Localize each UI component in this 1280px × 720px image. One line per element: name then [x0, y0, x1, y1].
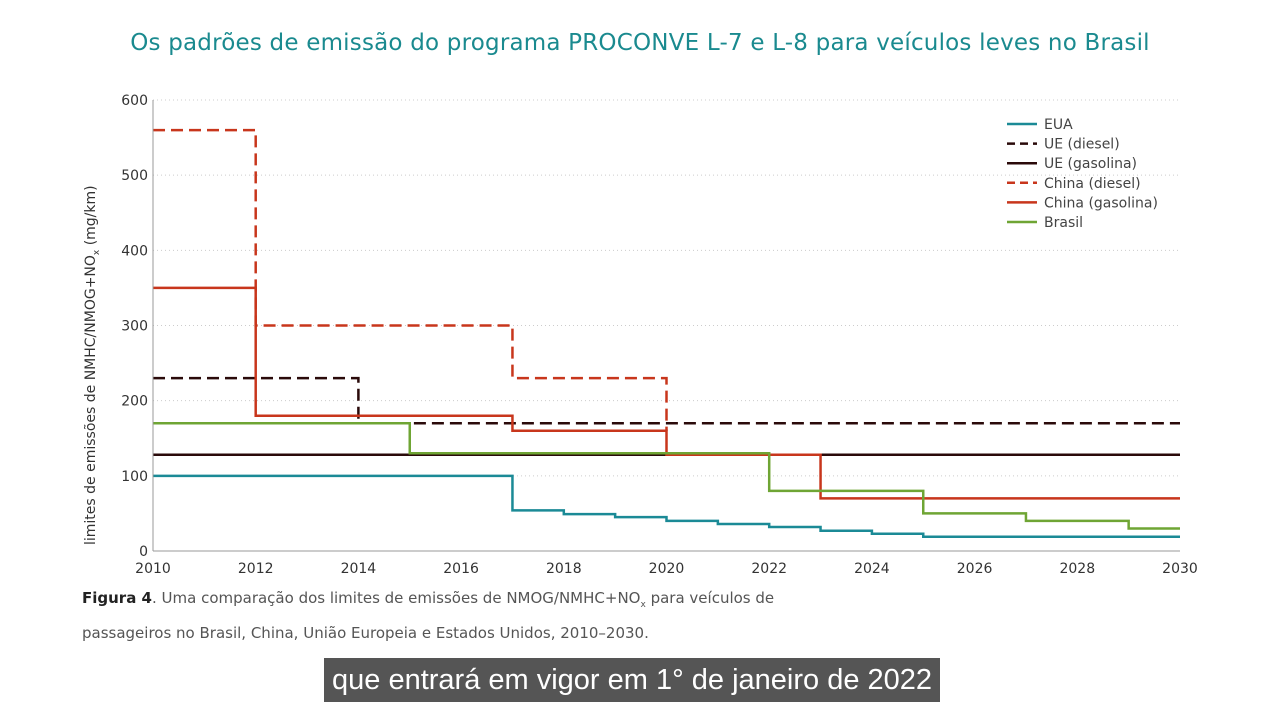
y-tick-label: 100 — [121, 469, 148, 485]
caption-subscript: x — [640, 600, 646, 610]
legend-label: UE (diesel) — [1044, 137, 1120, 153]
x-tick-label: 2010 — [135, 561, 171, 577]
legend-label: EUA — [1044, 117, 1073, 133]
y-tick-label: 200 — [121, 394, 148, 410]
x-tick-label: 2018 — [546, 561, 582, 577]
series-line-china-gasolina- — [153, 286, 1180, 500]
caption-label: Figura 4 — [82, 589, 152, 607]
x-tick-label: 2026 — [957, 561, 993, 577]
x-tick-label: 2020 — [649, 561, 685, 577]
x-tick-label: 2016 — [443, 561, 479, 577]
figure-caption: Figura 4. Uma comparação dos limites de … — [82, 584, 862, 647]
series-line-eua — [153, 474, 1180, 538]
y-axis-label: limites de emissões de NMHC/NMOG+NOx (mg… — [83, 185, 102, 545]
legend-label: China (gasolina) — [1044, 195, 1158, 211]
y-tick-label: 600 — [121, 93, 148, 109]
y-label-subscript: x — [92, 249, 102, 255]
legend: EUA UE (diesel) UE (gasolina) China (diesel… — [1007, 117, 1158, 231]
page-title: Os padrões de emissão do programa PROCON… — [130, 30, 1150, 56]
caption-text: . Uma comparação dos limites de emissões… — [151, 589, 641, 607]
legend-label: Brasil — [1044, 215, 1083, 231]
series-line-china-diesel- — [153, 128, 668, 431]
x-tick-label: 2030 — [1162, 561, 1198, 577]
series-line-brasil — [153, 421, 1180, 530]
y-tick-label: 400 — [121, 243, 148, 259]
y-tick-label: 0 — [139, 544, 148, 560]
x-tick-label: 2028 — [1059, 561, 1095, 577]
x-tick-label: 2014 — [341, 561, 377, 577]
x-tick-label: 2022 — [751, 561, 787, 577]
y-label-unit: (mg/km) — [83, 185, 99, 249]
y-tick-label: 300 — [121, 319, 148, 335]
x-tick-label: 2024 — [854, 561, 890, 577]
legend-label: UE (gasolina) — [1044, 156, 1137, 172]
emissions-chart: 0 100 200 300 400 500 600 2010 2012 2014 2016 2018 2… — [83, 93, 1198, 577]
y-tick-label: 500 — [121, 168, 148, 184]
caption-text-2: para veículos de passageiros no Brasil, … — [82, 589, 775, 642]
x-tick-label: 2012 — [238, 561, 274, 577]
legend-label: China (diesel) — [1044, 176, 1141, 192]
video-subtitle: que entrará em vigor em 1° de janeiro de… — [324, 658, 941, 702]
series-line-ue-diesel- — [153, 376, 1180, 425]
